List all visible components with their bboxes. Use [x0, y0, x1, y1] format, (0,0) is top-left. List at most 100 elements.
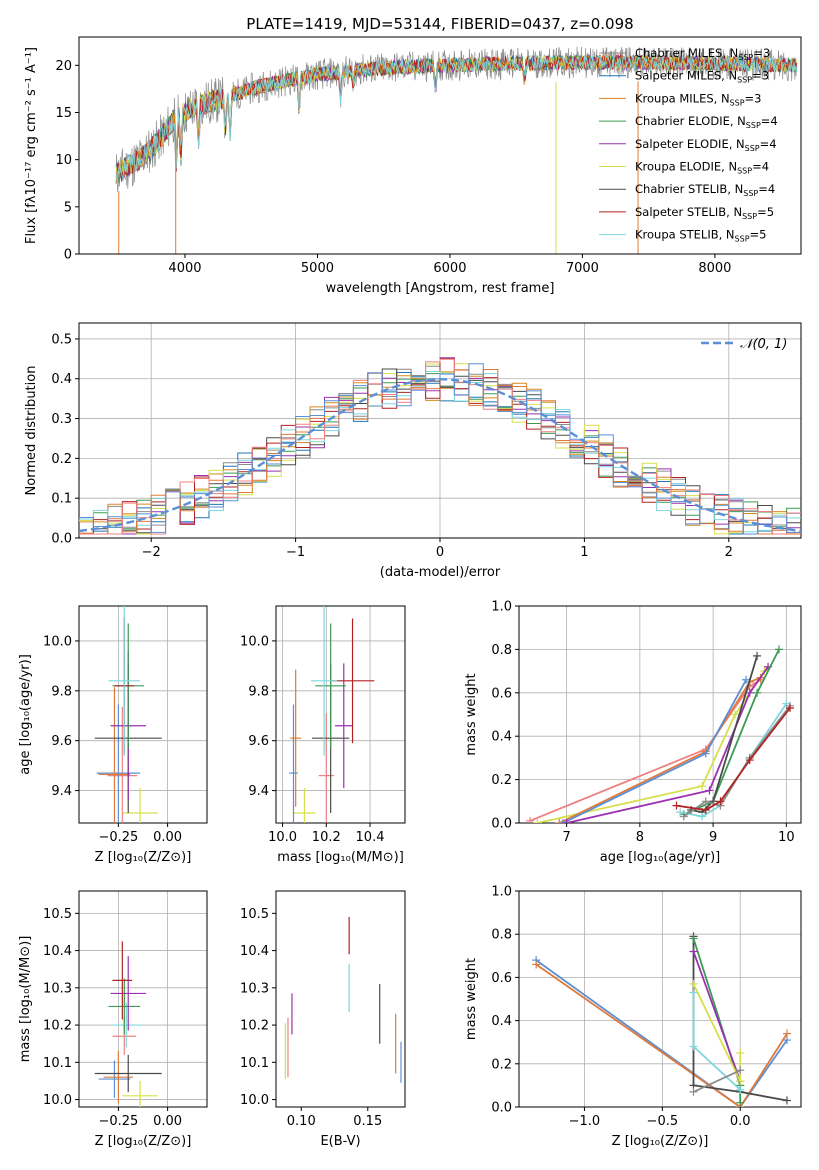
mass-vs-Z-ytick-label: 10.3 [43, 981, 72, 996]
mass-weight-vs-Z-series-line [535, 959, 788, 1107]
mass-weight-vs-Z-point-marker [736, 1049, 745, 1057]
mass-weight-vs-age-point-marker [716, 797, 725, 806]
spectrum-xtick-label: 8000 [698, 261, 731, 276]
age-vs-mass-xtick-label: 10.0 [268, 830, 297, 845]
mass-weight-vs-Z-point-marker [782, 1029, 791, 1038]
mass-weight-vs-Z-series-line [693, 1069, 741, 1093]
mass-weight-vs-age-xtick-label: 10 [778, 830, 795, 845]
mass-vs-Z-xtick-label: 0.00 [153, 1114, 182, 1129]
age-vs-Z-ytick-label: 9.6 [51, 734, 72, 749]
mass-weight-vs-age-point-marker [555, 819, 564, 823]
mass-weight-vs-age-point-marker [676, 808, 685, 817]
spectrum-lines [115, 46, 798, 254]
spectrum-ytick-label: 10 [55, 153, 72, 168]
mass-weight-vs-age-point-marker [525, 816, 534, 823]
spectrum-legend: Chabrier MILES, NSSP=3 Salpeter MILES, NS… [599, 46, 778, 244]
mass-weight-vs-age-xtick-label: 9 [709, 830, 717, 845]
mass-vs-ebv-ytick-label: 10.3 [240, 981, 269, 996]
age-vs-Z-xtick-label: −0.25 [98, 830, 138, 845]
age-vs-mass-xtick-label: 10.2 [312, 830, 341, 845]
age-vs-Z-ytick-label: 9.8 [51, 684, 72, 699]
mass-weight-vs-age-point-marker [742, 675, 751, 684]
age-vs-Z-ytick-label: 10.0 [43, 634, 72, 649]
mass-weight-vs-Z-ytick-label: 0.0 [491, 1101, 512, 1116]
mass-weight-vs-age-point-marker [701, 749, 710, 758]
mass-vs-Z-ytick-label: 10.1 [43, 1056, 72, 1071]
spectrum-xtick-label: 7000 [566, 261, 599, 276]
mass-weight-vs-age-point-marker [679, 812, 688, 821]
mass-weight-vs-Z-xtick-label: −0.5 [647, 1114, 679, 1129]
mass-weight-vs-age-series-line [690, 655, 758, 814]
legend-entry-label: Kroupa STELIB, NSSP=5 [635, 228, 766, 244]
histogram-legend-label: 𝒩(0, 1) [740, 337, 787, 352]
mass-weight-vs-Z-xtick-label: 0.0 [730, 1114, 751, 1129]
legend-entry-label: Salpeter MILES, NSSP=3 [635, 69, 769, 85]
mass-vs-ebv-xtick-label: 0.15 [353, 1114, 382, 1129]
mass-weight-vs-Z-ytick-label: 0.2 [491, 1057, 512, 1072]
mass-weight-vs-age-point-marker [745, 756, 754, 765]
age-vs-Z-ytick-label: 9.4 [51, 784, 72, 799]
mass-weight-vs-Z-xlabel: Z [log₁₀(Z/Z⊙)] [612, 1134, 709, 1149]
mass-vs-Z-xlabel: Z [log₁₀(Z/Z⊙)] [95, 1134, 192, 1149]
mass-weight-vs-age-point-marker [745, 688, 754, 697]
mass-weight-vs-Z-point-marker [736, 1077, 745, 1086]
spectrum-ytick-label: 0 [64, 248, 72, 263]
residual-histogram-xtick-label: −1 [286, 545, 305, 560]
age-vs-mass-ytick-label: 9.6 [248, 734, 269, 749]
mass-weight-vs-Z-ytick-label: 0.4 [491, 1014, 512, 1029]
mass-weight-vs-age-series-line [558, 676, 762, 823]
mass-vs-Z-xtick-label: −0.25 [98, 1114, 138, 1129]
residual-histogram-ytick-label: 0.1 [51, 492, 72, 507]
mass-vs-ebv-frame [275, 890, 406, 1108]
mass-weight-vs-Z-point-marker [532, 960, 541, 969]
mass-vs-Z-ylabel: mass [log₁₀(M/M⊙)] [18, 936, 33, 1063]
mass-weight-vs-Z-frame [518, 890, 802, 1108]
histogram-steps [79, 357, 801, 535]
residual-histogram-ytick-label: 0.4 [51, 372, 72, 387]
mass-weight-vs-Z-point-marker [689, 934, 698, 943]
spectrum-xtick-label: 5000 [301, 261, 334, 276]
spectrum-xlabel: wavelength [Angstrom, rest frame] [326, 281, 555, 296]
mass-weight-vs-Z-series [532, 932, 791, 1107]
legend-entry-label: Salpeter STELIB, NSSP=5 [635, 205, 774, 221]
age-vs-mass-axes: 10.0 10.2 10.4 9.4 9.6 9.8 10.0 mass [log₁₀(M/M… [240, 605, 406, 865]
age-vs-mass-frame [275, 605, 406, 824]
mass-weight-vs-age-point-marker [558, 819, 567, 823]
legend-entry-label: Kroupa MILES, NSSP=3 [635, 91, 761, 107]
mass-vs-ebv-xtick-label: 0.10 [287, 1114, 316, 1129]
mass-weight-vs-age-ytick-label: 0.2 [491, 773, 512, 788]
mass-weight-vs-age-point-marker [701, 797, 710, 806]
mass-weight-vs-age-point-marker [533, 819, 542, 823]
residual-histogram-xtick-label: 0 [436, 545, 444, 560]
mass-weight-vs-age-series [525, 645, 795, 823]
mass-weight-vs-Z-ytick-label: 0.8 [491, 928, 512, 943]
mass-vs-ebv-ytick-label: 10.5 [240, 907, 269, 922]
normal-reference-curve [79, 377, 801, 533]
age-vs-mass-ytick-label: 9.8 [248, 684, 269, 699]
spectrum-ytick-label: 15 [55, 106, 72, 121]
mass-vs-Z-points [94, 941, 162, 1107]
histogram-series-step [79, 363, 801, 535]
spectrum-ylabel: Flux [fλ10⁻¹⁷ erg cm⁻² s⁻¹ A⁻¹] [24, 47, 39, 244]
mass-weight-vs-age-ytick-label: 1.0 [491, 600, 512, 615]
legend-entry-label: Chabrier STELIB, NSSP=4 [635, 182, 775, 198]
mass-weight-vs-Z-point-marker [689, 1042, 698, 1051]
mass-weight-vs-age-ytick-label: 0.0 [491, 817, 512, 832]
mass-vs-ebv-ytick-label: 10.1 [240, 1056, 269, 1071]
residual-histogram-xtick-label: 1 [580, 545, 588, 560]
legend-entry-label: Salpeter ELODIE, NSSP=4 [635, 137, 777, 153]
mass-weight-vs-age-axes: 7 8 9 10 0.0 0.2 0.4 0.6 0.8 1.0 age [log₁₀(age/yr… [464, 600, 802, 865]
spectrum-ytick-label: 20 [55, 59, 72, 74]
mass-weight-vs-age-point-marker [672, 801, 681, 810]
age-vs-Z-xlabel: Z [log₁₀(Z/Z⊙)] [95, 850, 192, 865]
histogram-series-step [79, 369, 801, 535]
mass-weight-vs-age-xtick-label: 8 [636, 830, 644, 845]
mass-weight-vs-Z-series-line [692, 951, 742, 1082]
age-vs-Z-points [94, 606, 162, 823]
mass-weight-vs-age-series-line [566, 666, 769, 823]
mass-vs-Z-frame [78, 890, 208, 1108]
age-vs-Z-ylabel: age [log₁₀(age/yr)] [18, 654, 33, 775]
residual-histogram-xtick-label: 2 [725, 545, 733, 560]
